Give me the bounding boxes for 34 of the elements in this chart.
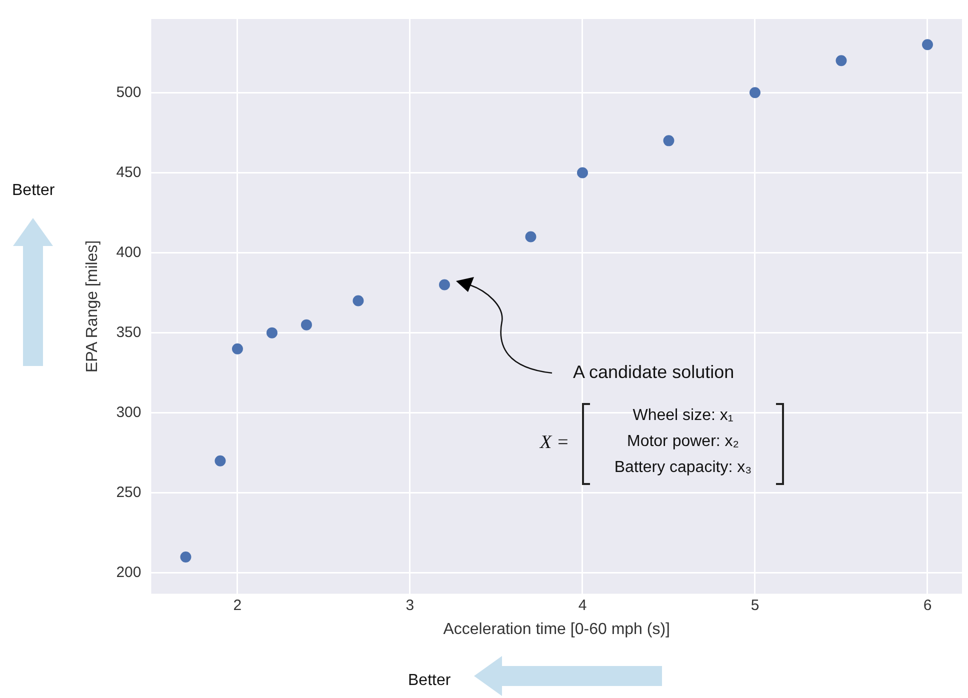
y-tick-label: 350 [116, 324, 142, 341]
point [576, 167, 588, 178]
x-tick-label: 4 [578, 596, 587, 614]
point [525, 231, 536, 242]
x-tick-label: 2 [233, 596, 242, 614]
text: Better [408, 672, 451, 690]
annotation: A candidate solution [573, 362, 734, 383]
x-tick-label: 3 [406, 596, 414, 614]
y-tick-label: 300 [116, 404, 142, 422]
annotation: Motor power: x₂ [626, 432, 740, 452]
point [438, 279, 450, 290]
y-tick-label: 250 [116, 484, 142, 502]
point [922, 39, 933, 50]
annotation: Battery capacity: x₃ [613, 458, 753, 478]
annotation: X = [540, 432, 570, 454]
point [749, 87, 760, 98]
point [663, 135, 674, 146]
x-tick-label: 6 [923, 596, 932, 614]
y-tick-label: 200 [116, 564, 142, 582]
point [300, 319, 312, 330]
x-tick-label: 5 [750, 596, 760, 614]
y-tick-label: 500 [116, 84, 142, 101]
point [214, 455, 226, 466]
point [266, 327, 278, 338]
annotation: Wheel size: x₁ [632, 406, 734, 426]
point [232, 343, 243, 354]
y-axis-title: EPA Range [miles] [84, 240, 102, 373]
y-tick-label: 450 [116, 164, 142, 181]
y-tick-label: 400 [116, 244, 142, 261]
point [836, 55, 847, 66]
point [180, 551, 192, 562]
x-axis-title: Acceleration time [0-60 mph (s)] [443, 620, 670, 638]
text: Better [12, 182, 55, 200]
point [352, 295, 364, 306]
